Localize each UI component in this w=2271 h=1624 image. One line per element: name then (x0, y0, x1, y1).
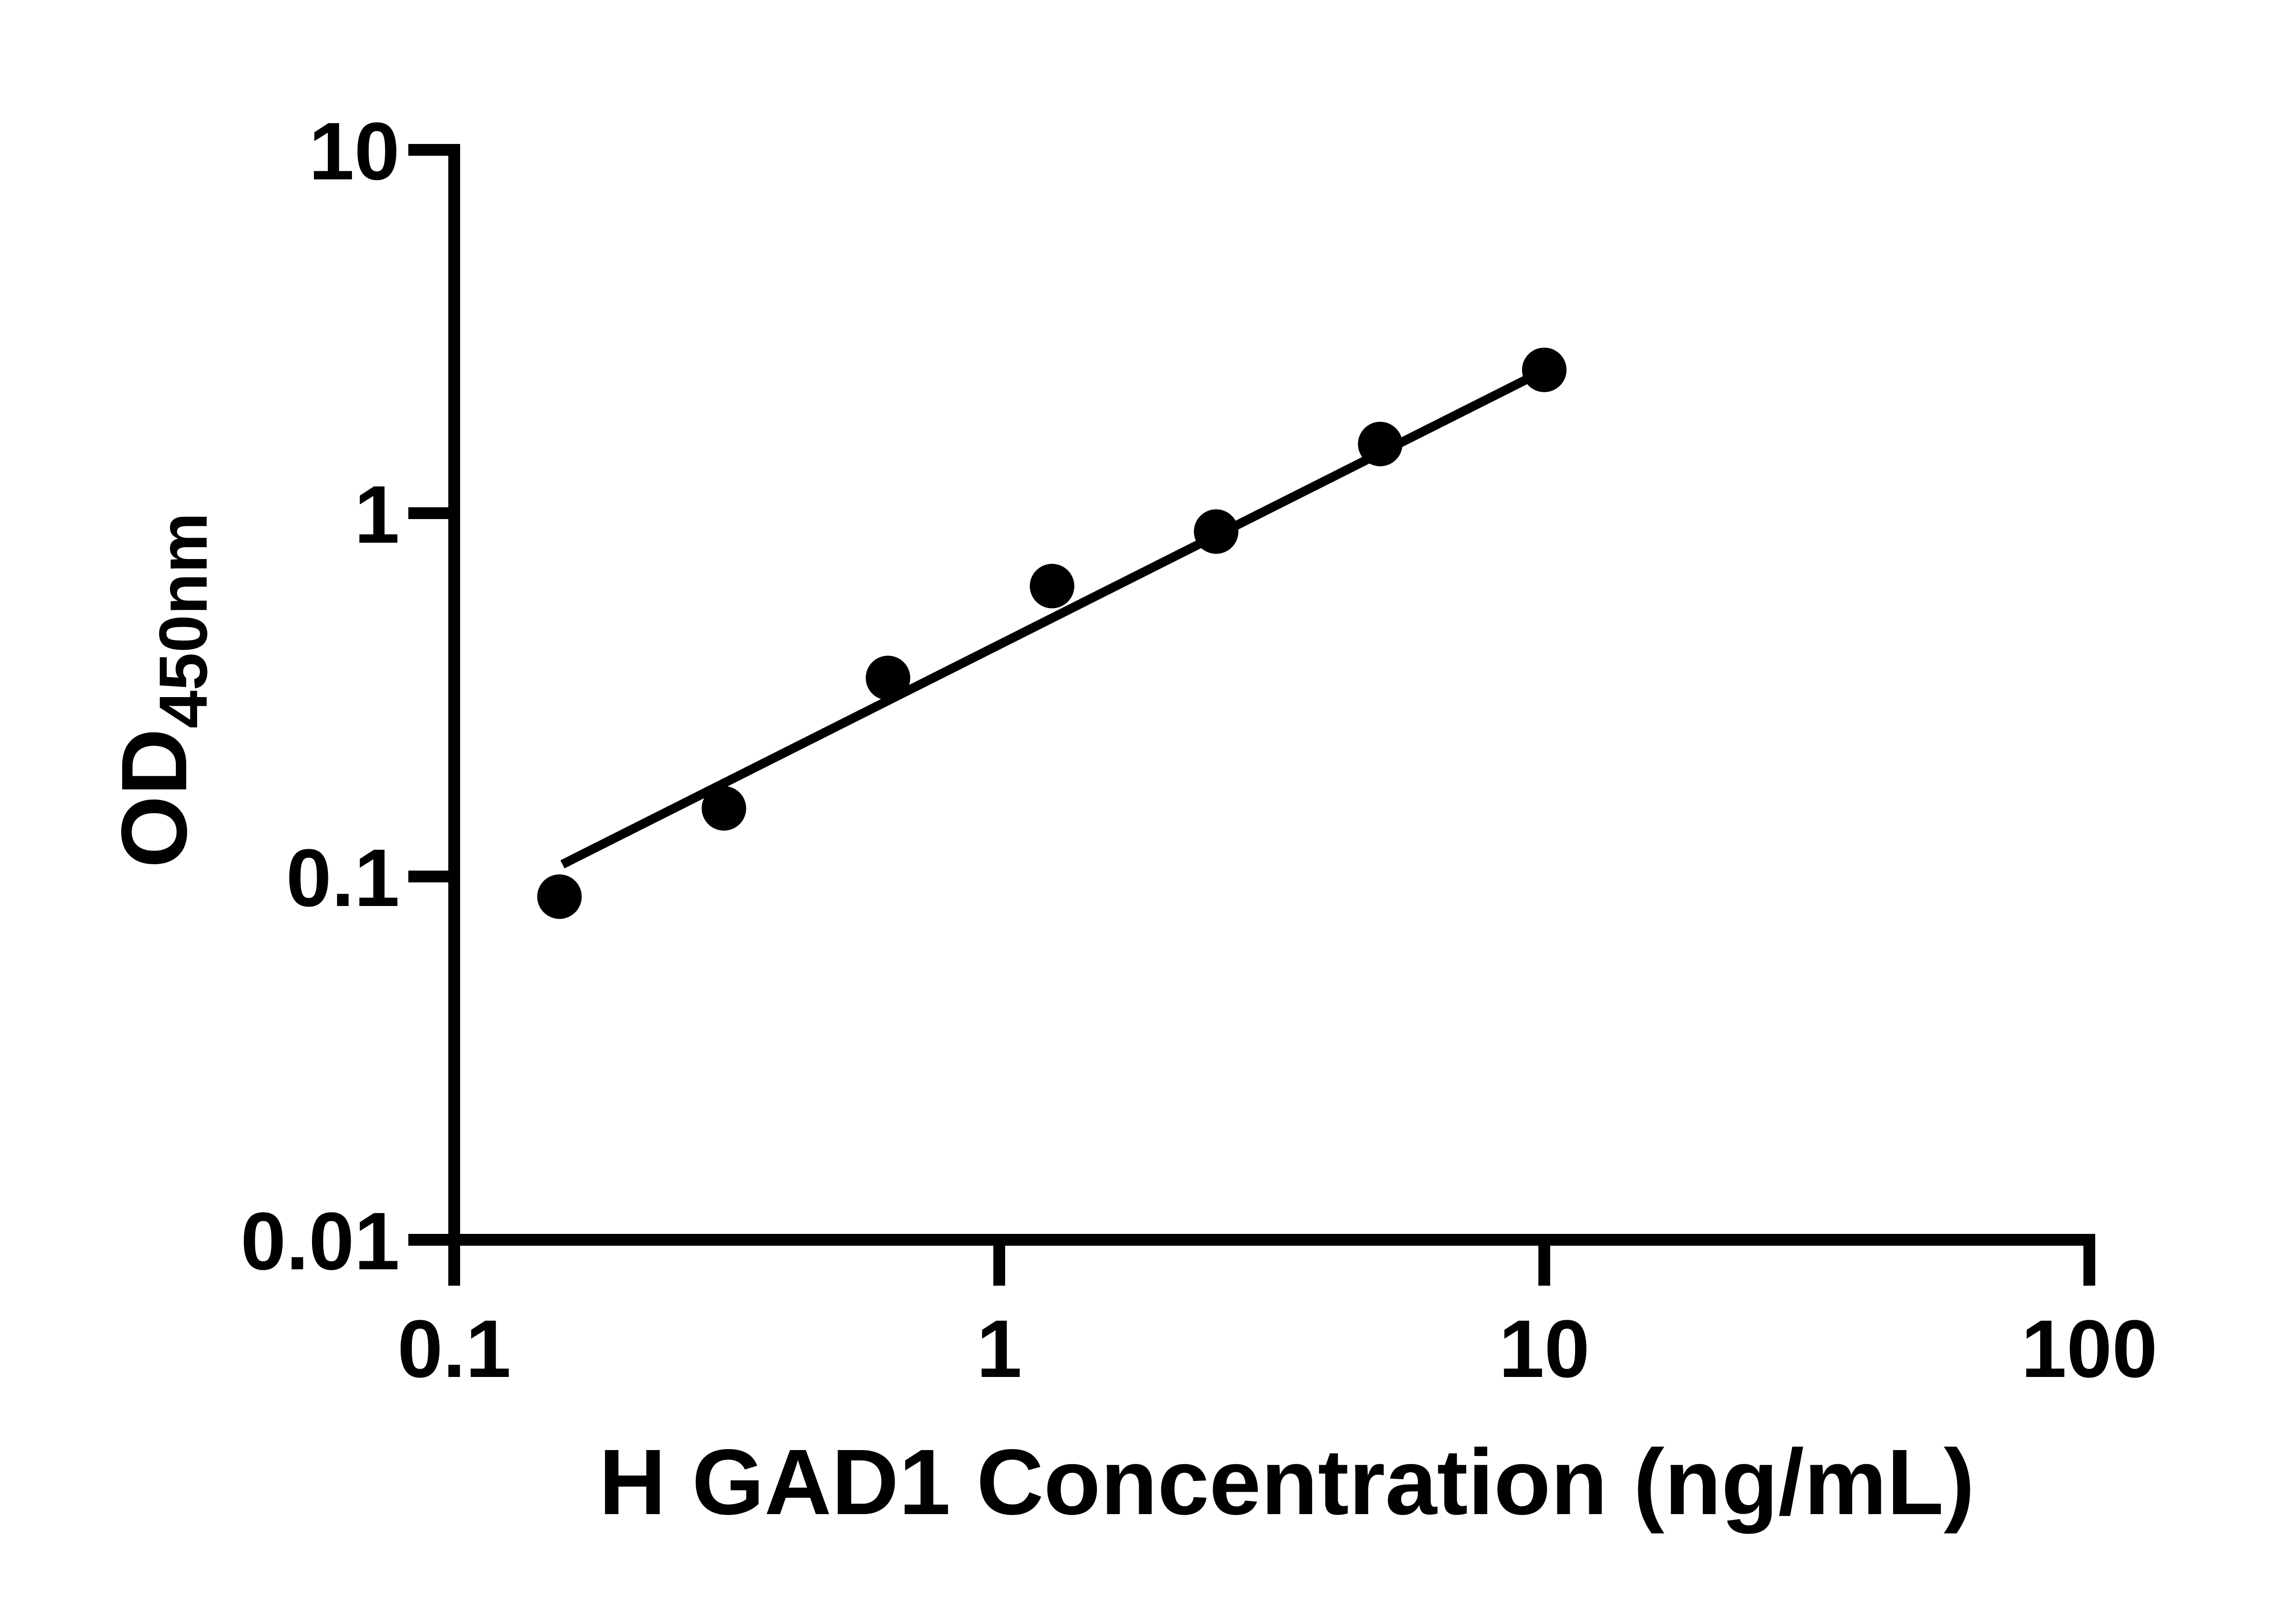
x-axis-line (448, 1234, 2095, 1246)
y-tick-label: 0.01 (241, 1196, 400, 1287)
data-point (1030, 564, 1075, 609)
x-tick-label: 10 (1499, 1303, 1590, 1395)
x-axis-tick (448, 1234, 460, 1286)
plot-layer: 0.01 0.1 1 10 0.1 1 10 100 (241, 106, 2158, 1395)
data-point (1522, 347, 1567, 392)
y-axis-title-main: OD (102, 728, 206, 868)
data-point (701, 786, 746, 831)
data-point (1358, 421, 1403, 466)
y-axis-line (448, 144, 460, 1246)
y-tick-label: 1 (354, 469, 400, 560)
y-axis-tick (408, 144, 460, 156)
y-axis-tick (408, 871, 460, 882)
y-axis-tick (408, 507, 460, 519)
data-point (1194, 509, 1239, 554)
x-axis-title: H GAD1 Concentration (ng/mL) (599, 1430, 1974, 1534)
y-axis-title-subscript: 450nm (145, 513, 221, 728)
x-axis-tick (993, 1234, 1005, 1286)
x-tick-label: 0.1 (397, 1303, 511, 1395)
y-tick-label: 10 (309, 106, 400, 197)
x-tick-label: 100 (2021, 1303, 2157, 1395)
data-point (866, 655, 911, 700)
y-tick-label: 0.1 (286, 832, 400, 924)
x-axis-tick (1538, 1234, 1550, 1286)
y-axis-title: OD450nm (102, 513, 221, 868)
x-axis-tick (2083, 1234, 2095, 1286)
x-tick-label: 1 (977, 1303, 1022, 1395)
data-point (537, 874, 582, 919)
